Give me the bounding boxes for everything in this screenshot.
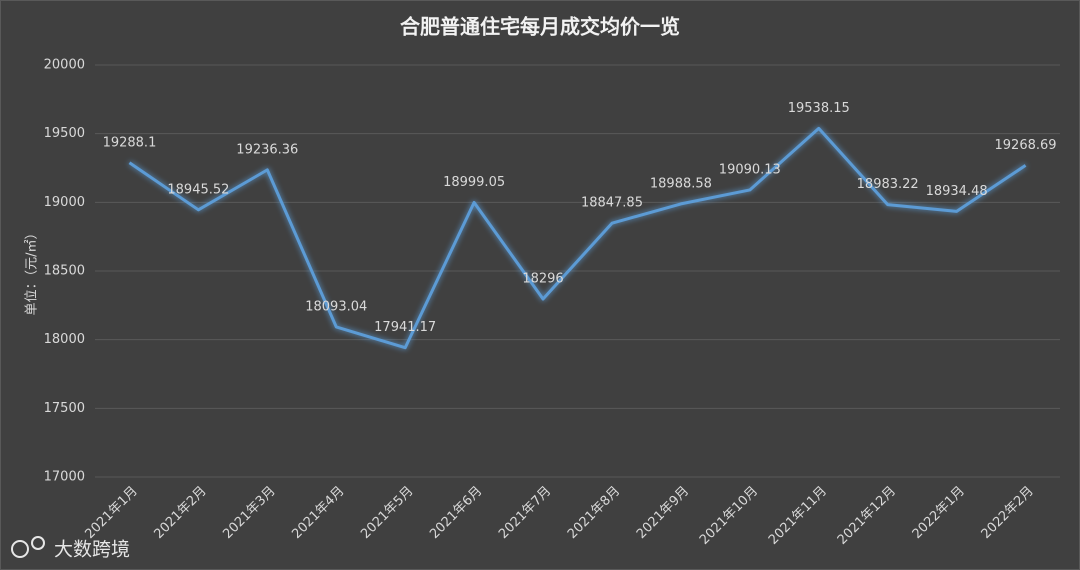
y-tick-label: 19000 — [44, 195, 85, 210]
watermark-text: 大数跨境 — [54, 539, 130, 561]
data-label: 18988.58 — [650, 176, 712, 191]
chart-title: 合肥普通住宅每月成交均价一览 — [400, 15, 680, 39]
y-tick-label: 19500 — [44, 126, 85, 141]
data-label: 18296 — [522, 272, 563, 287]
y-tick-label: 18000 — [44, 332, 85, 347]
y-tick-label: 20000 — [44, 58, 85, 73]
data-label: 19538.15 — [788, 101, 850, 116]
data-label: 18934.48 — [926, 184, 988, 199]
y-tick-label: 18500 — [44, 264, 85, 279]
data-label: 19236.36 — [236, 142, 298, 157]
y-axis-label: 单位：（元/㎡） — [25, 227, 40, 316]
data-label: 18945.52 — [167, 182, 229, 197]
data-label: 18093.04 — [305, 299, 367, 314]
watermark: 大数跨境 — [11, 536, 130, 561]
data-label: 18847.85 — [581, 196, 643, 211]
data-label: 19268.69 — [995, 138, 1057, 153]
y-tick-label: 17500 — [44, 401, 85, 416]
data-label: 18983.22 — [857, 177, 919, 192]
y-tick-label: 17000 — [44, 470, 85, 485]
watermark-logo — [31, 536, 45, 550]
data-label: 19090.13 — [719, 162, 781, 177]
watermark-logo — [11, 540, 29, 558]
line — [128, 126, 1027, 350]
data-label: 18999.05 — [443, 175, 505, 190]
data-label: 17941.17 — [374, 320, 436, 335]
data-label: 19288.1 — [103, 135, 157, 150]
